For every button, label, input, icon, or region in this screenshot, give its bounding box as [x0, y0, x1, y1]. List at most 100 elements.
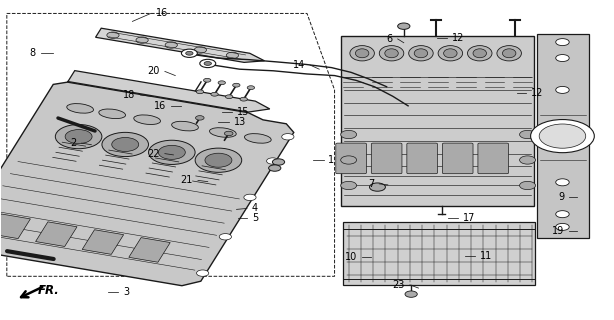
Ellipse shape — [414, 49, 428, 58]
Circle shape — [341, 130, 357, 139]
Ellipse shape — [244, 134, 271, 143]
Circle shape — [205, 153, 232, 167]
Ellipse shape — [379, 46, 404, 61]
Text: 22: 22 — [147, 148, 160, 159]
Ellipse shape — [473, 49, 486, 58]
Circle shape — [219, 234, 231, 240]
Text: 20: 20 — [147, 67, 160, 76]
Circle shape — [107, 32, 119, 38]
Ellipse shape — [134, 115, 160, 124]
Circle shape — [398, 23, 410, 29]
Circle shape — [341, 181, 357, 190]
Circle shape — [282, 133, 294, 140]
FancyBboxPatch shape — [336, 143, 367, 174]
Text: 4: 4 — [252, 204, 258, 213]
Polygon shape — [0, 214, 31, 239]
Circle shape — [370, 183, 386, 191]
Ellipse shape — [409, 46, 433, 61]
Circle shape — [196, 270, 209, 276]
Polygon shape — [129, 238, 170, 262]
Circle shape — [341, 156, 357, 164]
Text: 5: 5 — [252, 213, 258, 223]
Circle shape — [405, 291, 418, 297]
Polygon shape — [68, 71, 270, 112]
Polygon shape — [96, 28, 265, 62]
Ellipse shape — [99, 109, 125, 119]
Circle shape — [203, 78, 211, 82]
FancyBboxPatch shape — [407, 143, 438, 174]
Ellipse shape — [67, 104, 93, 113]
Text: 16: 16 — [156, 8, 168, 19]
Circle shape — [181, 49, 197, 57]
Circle shape — [247, 86, 255, 90]
Polygon shape — [341, 36, 534, 206]
FancyBboxPatch shape — [443, 143, 473, 174]
Ellipse shape — [385, 49, 398, 58]
Circle shape — [266, 158, 279, 164]
Circle shape — [227, 52, 238, 59]
Text: 3: 3 — [123, 287, 130, 297]
Circle shape — [195, 116, 204, 120]
Ellipse shape — [438, 46, 462, 61]
Circle shape — [273, 159, 285, 165]
Polygon shape — [537, 34, 589, 238]
Circle shape — [149, 140, 195, 164]
Text: 15: 15 — [237, 107, 249, 116]
Ellipse shape — [172, 121, 198, 131]
Polygon shape — [343, 222, 535, 285]
Circle shape — [158, 145, 185, 159]
Text: 1: 1 — [328, 155, 335, 165]
Ellipse shape — [467, 46, 492, 61]
Ellipse shape — [443, 49, 457, 58]
Circle shape — [204, 61, 211, 65]
Circle shape — [556, 179, 569, 186]
Circle shape — [530, 120, 594, 153]
Text: 16: 16 — [154, 101, 166, 111]
Ellipse shape — [356, 49, 369, 58]
Ellipse shape — [497, 46, 521, 61]
Ellipse shape — [209, 128, 236, 137]
Text: 9: 9 — [558, 192, 564, 202]
Circle shape — [233, 83, 240, 87]
Text: 6: 6 — [387, 34, 393, 44]
Text: 13: 13 — [233, 117, 246, 127]
Circle shape — [218, 81, 225, 85]
Circle shape — [194, 47, 206, 53]
Circle shape — [225, 95, 233, 99]
Text: 18: 18 — [123, 90, 136, 100]
Text: 2: 2 — [71, 138, 77, 148]
Polygon shape — [0, 82, 293, 286]
Circle shape — [240, 97, 247, 101]
Circle shape — [112, 138, 139, 151]
Text: 23: 23 — [392, 280, 405, 290]
Circle shape — [102, 132, 149, 156]
Polygon shape — [82, 230, 123, 254]
Circle shape — [556, 39, 569, 46]
Circle shape — [185, 51, 193, 55]
Circle shape — [224, 131, 233, 136]
Circle shape — [556, 223, 569, 230]
Circle shape — [556, 211, 569, 218]
Text: 14: 14 — [293, 60, 305, 70]
Circle shape — [165, 42, 177, 48]
Text: 17: 17 — [462, 213, 475, 223]
Circle shape — [65, 130, 92, 144]
Text: 21: 21 — [181, 175, 193, 185]
Circle shape — [200, 59, 216, 68]
Text: 10: 10 — [345, 252, 357, 262]
Polygon shape — [36, 222, 77, 246]
Text: 8: 8 — [29, 48, 36, 58]
Text: 19: 19 — [552, 226, 564, 236]
Circle shape — [268, 165, 281, 171]
Circle shape — [195, 148, 242, 172]
Text: 12: 12 — [451, 33, 464, 43]
Circle shape — [55, 124, 102, 149]
Circle shape — [211, 92, 218, 96]
Circle shape — [556, 54, 569, 61]
Circle shape — [519, 181, 535, 190]
Circle shape — [519, 156, 535, 164]
Circle shape — [136, 37, 148, 43]
FancyBboxPatch shape — [478, 143, 508, 174]
Text: 11: 11 — [480, 251, 492, 261]
Circle shape — [519, 130, 535, 139]
